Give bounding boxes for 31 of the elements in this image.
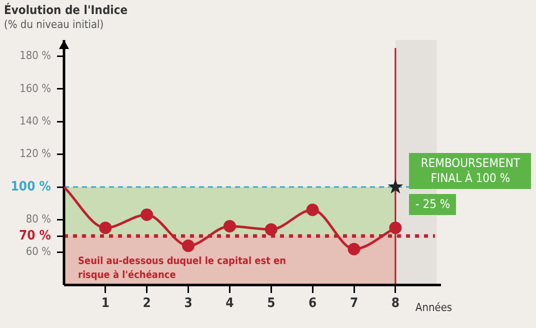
x-tick-label: 3 xyxy=(184,296,192,312)
point xyxy=(348,242,360,256)
y-tick-label: 100 % xyxy=(10,179,52,194)
annotation: REMBOURSEMENT FINAL À 100 % xyxy=(409,153,532,189)
y-tick-label: 60 % xyxy=(26,245,51,258)
point xyxy=(306,204,319,216)
point xyxy=(223,220,236,232)
band-label: Seuil au-dessous duquel le capital est en risque à l'échéance xyxy=(78,256,286,281)
y-tick-label: 160 % xyxy=(20,82,51,95)
y-tick-label: 180 % xyxy=(20,49,51,62)
x-tick-label: 2 xyxy=(142,296,151,312)
y-tick-label: 80 % xyxy=(26,212,51,226)
y-tick-label: 120 % xyxy=(20,147,51,160)
point xyxy=(99,222,112,234)
x-axis-title: Années xyxy=(415,301,452,314)
y-tick-label: 140 % xyxy=(20,114,51,128)
x-tick-label: 8 xyxy=(391,296,400,312)
point xyxy=(182,240,195,252)
y-tick-label: 70 % xyxy=(18,228,52,244)
point xyxy=(140,208,154,222)
x-tick-label: 4 xyxy=(226,296,234,312)
annotation: - 25 % xyxy=(409,194,456,215)
x-tick-label: 6 xyxy=(308,296,317,312)
x-tick-label: 5 xyxy=(267,296,276,312)
chart-subtitle: (% du niveau initial) xyxy=(4,18,104,31)
point xyxy=(389,222,402,234)
point xyxy=(264,223,278,236)
x-tick-label: 7 xyxy=(350,296,358,312)
chart-title: Évolution de l'Indice xyxy=(4,3,128,17)
point xyxy=(388,179,404,194)
x-tick-label: 1 xyxy=(101,296,110,312)
